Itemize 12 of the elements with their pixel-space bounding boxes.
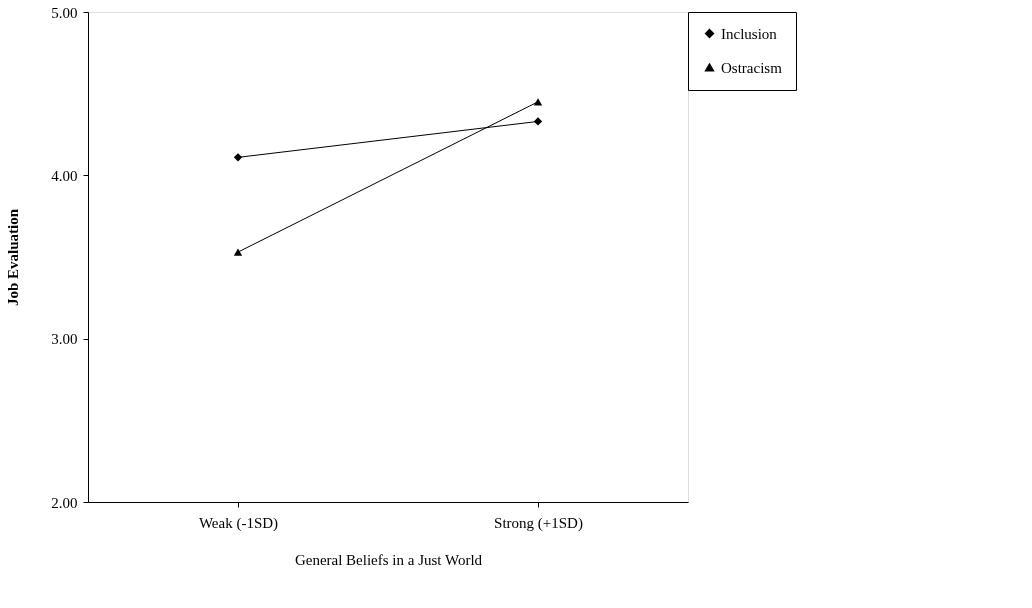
x-tick-label: Weak (-1SD)	[198, 514, 279, 532]
x-axis-title: General Beliefs in a Just World	[294, 551, 483, 568]
point	[233, 153, 243, 162]
y-tick-label: 2.00	[51, 494, 78, 511]
x-tick-label: Strong (+1SD)	[494, 514, 583, 532]
legend-label: Ostracism	[721, 59, 783, 76]
y-axis-title: Job Evaluation	[5, 208, 22, 307]
y-tick-label: 5.00	[51, 4, 78, 21]
y-tick-label: 4.00	[51, 167, 78, 184]
point	[533, 117, 543, 126]
y-tick-label: 3.00	[51, 331, 78, 348]
legend-label: Inclusion	[721, 25, 778, 42]
